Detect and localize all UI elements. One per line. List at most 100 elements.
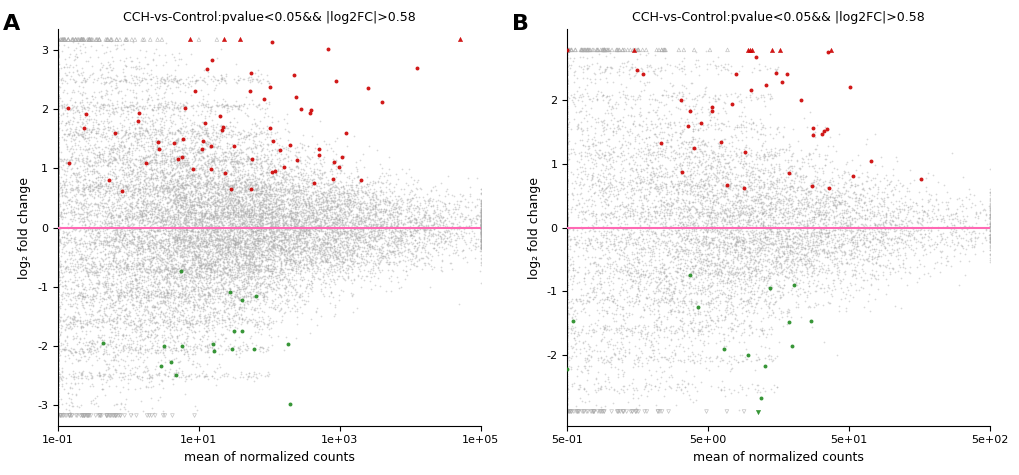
Point [564, 226, 580, 233]
Point [711, 209, 728, 216]
Point [75, 146, 92, 153]
Point [161, 209, 177, 217]
Point [113, 279, 129, 287]
Point [222, 293, 238, 301]
Point [769, 244, 786, 252]
Point [208, 237, 224, 244]
Point [247, 244, 263, 252]
Point [265, 184, 281, 191]
Point [981, 200, 998, 207]
Point [133, 162, 150, 170]
Point [50, 274, 66, 282]
Point [604, 240, 621, 248]
Point [106, 355, 122, 363]
Point [191, 303, 207, 311]
Point [561, 255, 578, 263]
Point [50, 254, 66, 261]
Point [176, 197, 193, 204]
Point [274, 172, 290, 180]
Point [901, 263, 917, 270]
Point [344, 257, 361, 265]
Point [144, 220, 160, 228]
Point [230, 245, 247, 253]
Point [250, 226, 266, 233]
Point [279, 185, 296, 193]
Point [135, 197, 151, 205]
Point [146, 246, 162, 253]
Point [674, 149, 690, 156]
Point [109, 242, 125, 250]
Point [599, 210, 615, 218]
Point [56, 228, 72, 236]
Point [680, 275, 696, 282]
Point [678, 162, 694, 169]
Point [113, 376, 129, 384]
Point [740, 264, 756, 271]
Point [714, 142, 731, 150]
Point [715, 345, 732, 353]
Point [237, 250, 254, 258]
Point [270, 241, 286, 248]
Point [233, 273, 250, 280]
Point [154, 333, 170, 341]
Point [594, 117, 610, 125]
Point [347, 183, 364, 191]
Point [143, 165, 159, 173]
Point [776, 216, 793, 223]
Point [634, 246, 650, 253]
Point [606, 299, 623, 307]
Point [50, 370, 66, 378]
Point [93, 199, 109, 207]
Point [801, 236, 817, 243]
Point [127, 294, 144, 301]
Point [105, 256, 121, 264]
Point [875, 200, 892, 208]
Point [590, 228, 606, 235]
Point [175, 146, 192, 153]
Point [221, 198, 237, 206]
Point [815, 215, 832, 222]
Point [209, 205, 225, 212]
Point [158, 247, 174, 254]
Point [99, 161, 115, 168]
Point [56, 101, 72, 108]
Point [258, 204, 274, 212]
Point [417, 261, 433, 268]
Point [50, 412, 66, 419]
Point [83, 370, 99, 377]
Point [615, 316, 632, 324]
Point [115, 256, 131, 264]
Point [882, 251, 899, 259]
Point [648, 284, 664, 291]
Point [189, 306, 205, 314]
Point [246, 218, 262, 226]
Point [779, 195, 795, 202]
Point [104, 280, 120, 287]
Point [628, 178, 644, 185]
Point [736, 238, 752, 246]
Point [331, 167, 347, 174]
Point [176, 193, 193, 201]
Point [702, 259, 718, 267]
Point [307, 218, 323, 226]
Point [842, 227, 858, 234]
Point [269, 228, 285, 235]
Point [630, 336, 646, 343]
Point [71, 290, 88, 297]
Point [558, 350, 575, 357]
Point [454, 254, 471, 262]
Point [247, 174, 263, 182]
Point [772, 78, 789, 86]
Point [179, 323, 196, 331]
Point [687, 334, 703, 342]
Point [246, 294, 262, 301]
Point [749, 166, 765, 173]
Point [434, 251, 450, 258]
Point [341, 248, 358, 256]
Point [669, 60, 686, 67]
Point [109, 36, 125, 43]
Point [187, 296, 204, 304]
Point [187, 266, 204, 273]
Point [257, 234, 273, 242]
Point [819, 233, 836, 240]
